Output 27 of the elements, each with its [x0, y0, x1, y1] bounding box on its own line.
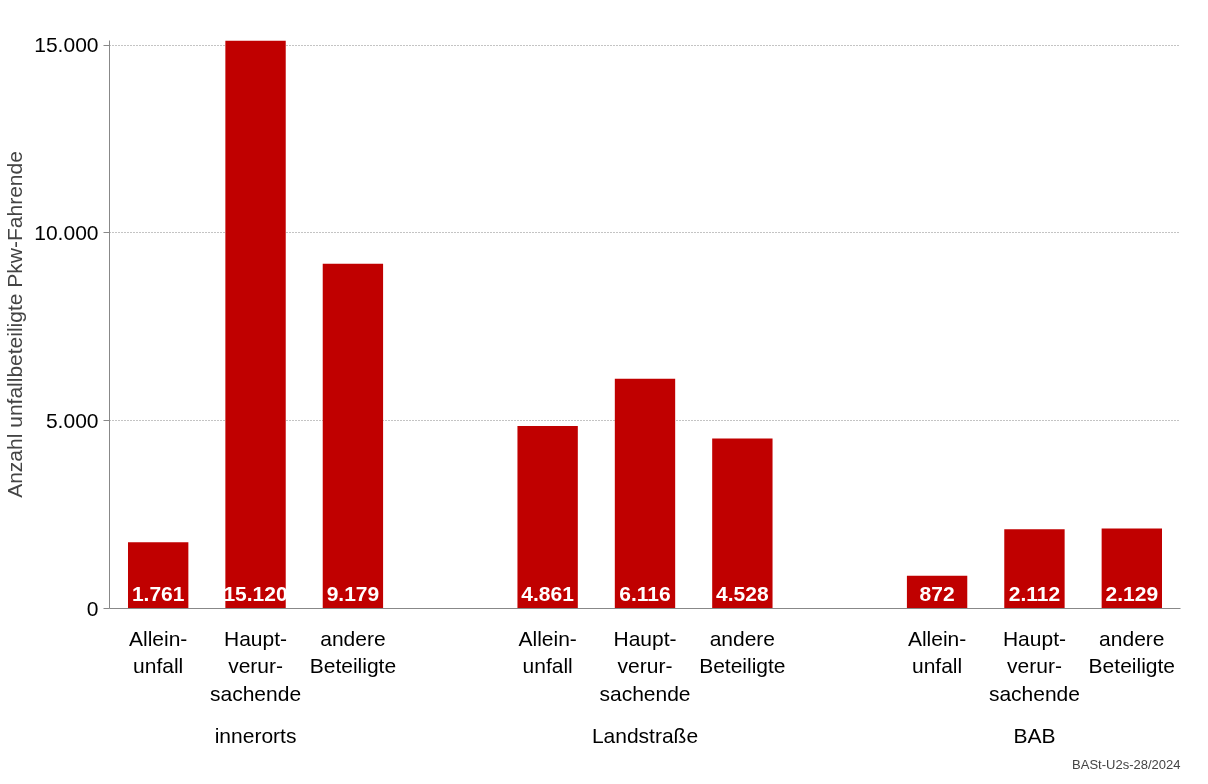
data-label: 872: [919, 581, 955, 605]
data-label: 2.112: [1008, 581, 1061, 605]
y-tick-label: 10.000: [34, 220, 99, 244]
text: Landstraße: [591, 723, 699, 747]
x-tick-label: andere Beteiligte: [309, 626, 397, 678]
x-tick-label: andere Beteiligte: [699, 626, 786, 678]
y-axis-title: Anzahl unfallbeteiligte Pkw-Fahrende: [3, 151, 27, 498]
data-label: 1.761: [131, 581, 185, 605]
y-tick-label: 0: [86, 596, 99, 620]
x-tick-label: Allein- unfall: [129, 626, 188, 678]
y-tick-label: 15.000: [34, 33, 99, 57]
x-tick-label: Haupt- verur- sachende: [599, 626, 691, 705]
x-tick-label: andere Beteiligte: [1088, 626, 1176, 678]
x-tick-label: Haupt- verur- sachende: [988, 626, 1080, 705]
x-tick-label: Allein- unfall: [907, 626, 967, 678]
x-tick-label: Haupt- verur- sachende: [210, 626, 302, 705]
data-label: 9.179: [326, 581, 380, 605]
data-label: 4.861: [521, 581, 575, 605]
data-label: 4.528: [716, 581, 769, 605]
text: BASt-U2s-28/2024: [1072, 756, 1181, 772]
data-label: 6.116: [619, 581, 671, 605]
data-label: 2.129: [1105, 581, 1159, 605]
data-label: 15.120: [223, 581, 288, 605]
text: BAB: [1013, 723, 1056, 747]
text: innerorts: [214, 723, 297, 747]
y-tick-label: 5.000: [45, 408, 99, 432]
x-tick-label: Allein- unfall: [518, 626, 577, 678]
